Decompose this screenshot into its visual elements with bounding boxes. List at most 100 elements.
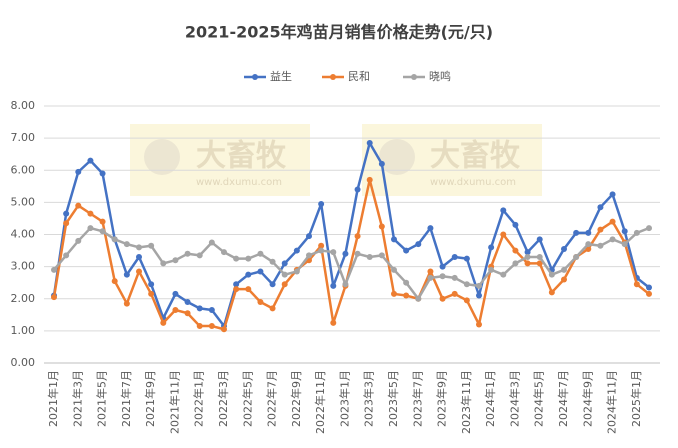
data-point	[269, 305, 276, 312]
data-point	[609, 218, 616, 225]
data-point	[366, 176, 373, 183]
data-point	[245, 255, 252, 262]
data-point	[148, 242, 155, 249]
data-point	[87, 225, 94, 232]
data-point	[476, 292, 482, 299]
data-point	[233, 255, 240, 262]
data-point	[451, 274, 458, 281]
data-point	[512, 260, 519, 267]
data-point	[561, 276, 567, 283]
data-point	[646, 284, 652, 291]
data-point	[500, 207, 507, 214]
watermark-text: 大畜牧	[430, 139, 521, 174]
legend-marker	[252, 74, 258, 80]
data-point	[633, 281, 640, 288]
data-point	[196, 323, 203, 330]
data-point	[293, 247, 300, 254]
data-point	[160, 260, 167, 267]
data-point	[99, 170, 106, 177]
legend-label: 晓鸣	[429, 69, 451, 83]
data-point	[342, 250, 349, 257]
data-point	[245, 271, 252, 278]
watermark-logo	[144, 139, 180, 175]
legend-label: 益生	[270, 69, 292, 83]
data-point	[488, 266, 495, 273]
legend-label: 民和	[348, 70, 370, 83]
data-point	[257, 268, 264, 275]
y-tick-label: 4.00	[11, 228, 36, 241]
chart-title: 2021-2025年鸡苗月销售价格走势(元/只)	[185, 23, 493, 42]
data-point	[451, 290, 458, 297]
data-point	[123, 300, 130, 307]
series-line	[52, 141, 650, 328]
data-point	[75, 202, 82, 209]
x-tick-label: 2022年1月	[192, 370, 206, 427]
data-point	[439, 273, 446, 280]
data-point	[585, 229, 592, 236]
x-tick-label: 2024年5月	[532, 370, 546, 427]
data-point	[269, 258, 276, 265]
x-tick-label: 2021年1月	[46, 370, 60, 427]
data-point	[123, 271, 130, 278]
legend-marker	[411, 74, 417, 80]
data-point	[318, 247, 325, 254]
data-point	[330, 319, 337, 326]
data-point	[500, 231, 507, 238]
y-tick-label: 8.00	[11, 99, 36, 112]
data-point	[136, 244, 142, 251]
data-point	[136, 268, 142, 275]
data-point	[75, 168, 82, 175]
data-point	[439, 295, 446, 302]
data-point	[221, 249, 227, 256]
data-point	[318, 242, 325, 249]
y-tick-label: 5.00	[11, 195, 36, 208]
x-tick-label: 2023年9月	[435, 370, 449, 427]
data-point	[427, 225, 434, 232]
data-point	[391, 236, 397, 243]
watermark-text: 大畜牧	[196, 139, 287, 174]
data-point	[415, 295, 422, 302]
data-point	[646, 290, 652, 297]
data-point	[378, 160, 385, 167]
data-point	[463, 297, 470, 304]
data-point	[318, 200, 325, 207]
data-point	[573, 253, 580, 260]
data-point	[512, 221, 519, 228]
data-point	[148, 281, 155, 288]
data-point	[172, 257, 179, 264]
x-tick-label: 2021年9月	[143, 370, 157, 427]
data-point	[111, 236, 118, 243]
data-point	[123, 241, 130, 248]
watermark-url: www.dxumu.com	[430, 177, 516, 188]
data-point	[281, 271, 288, 278]
data-point	[221, 326, 227, 333]
x-tick-label: 2023年1月	[337, 370, 351, 427]
y-tick-label: 3.00	[11, 260, 36, 273]
data-point	[87, 157, 94, 164]
data-point	[536, 260, 543, 267]
data-point	[233, 286, 240, 293]
data-point	[476, 282, 482, 289]
x-tick-label: 2024年1月	[483, 370, 497, 427]
data-point	[306, 252, 312, 259]
data-point	[500, 271, 507, 278]
data-point	[330, 249, 337, 256]
x-tick-label: 2023年7月	[410, 370, 424, 427]
data-point	[646, 225, 652, 232]
watermark: 大畜牧 www.dxumu.com 大畜牧 www.dxumu.com	[130, 124, 542, 196]
data-point	[99, 218, 106, 225]
data-point	[172, 290, 179, 297]
data-point	[609, 191, 616, 198]
data-point	[597, 226, 604, 233]
data-point	[536, 236, 543, 243]
data-point	[354, 233, 361, 240]
data-point	[148, 290, 155, 297]
x-tick-label: 2021年11月	[167, 370, 181, 434]
data-point	[354, 250, 361, 257]
x-tick-label: 2022年3月	[216, 370, 230, 427]
y-tick-label: 7.00	[11, 131, 36, 144]
legend-marker	[330, 74, 336, 80]
data-point	[597, 204, 604, 211]
data-point	[99, 228, 106, 235]
